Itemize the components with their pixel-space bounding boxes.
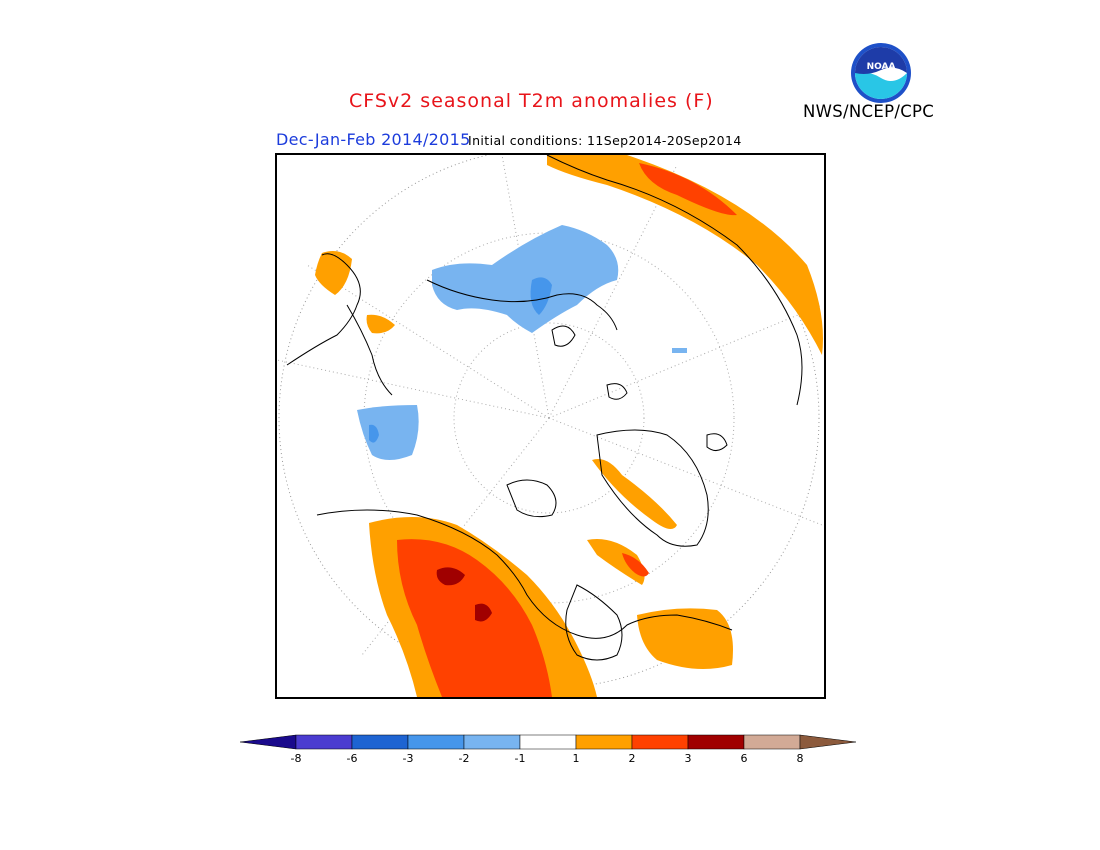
- anomaly-region-siberia: [432, 225, 619, 333]
- colorbar-bin-7: [631, 734, 689, 750]
- anomaly-region-atlantic-blue: [357, 405, 419, 460]
- colorbar-tick-label: 8: [796, 752, 804, 765]
- anomaly-region-atlantic-blue-core: [369, 424, 379, 443]
- colorbar-bin-4: [463, 734, 521, 750]
- domain-circle: [278, 155, 820, 689]
- coastlines: [286, 155, 803, 661]
- anomaly-region-europe-west: [315, 251, 352, 295]
- latitude-circle-75: [453, 322, 645, 514]
- coastline-europe: [286, 253, 361, 366]
- agency-label: NWS/NCEP/CPC: [803, 102, 935, 121]
- colorbar-tick-label: -8: [290, 752, 302, 765]
- anomaly-region-siberia-core: [530, 277, 552, 315]
- colorbar-tick-label: 1: [572, 752, 580, 765]
- anomaly-region-europe-east: [366, 314, 395, 334]
- anomaly-fills: [315, 155, 823, 697]
- coastline-svalbard: [606, 383, 628, 400]
- colorbar-tick-label: 6: [740, 752, 748, 765]
- colorbar-tick-label: -6: [346, 752, 358, 765]
- anomaly-region-baffin: [587, 539, 645, 585]
- meridians: [277, 155, 823, 656]
- colorbar-bin-1: [295, 734, 353, 750]
- coastline-hudson: [565, 584, 623, 661]
- anomaly-region-asia-east-core: [639, 163, 737, 216]
- coastline-greenland: [596, 429, 709, 547]
- anomaly-region-north-america-red: [397, 539, 552, 697]
- anomaly-region-labrador: [637, 608, 733, 669]
- coastline-novaya: [551, 325, 576, 347]
- period-label: Dec-Jan-Feb 2014/2015: [276, 130, 471, 149]
- coastline-iceland: [706, 433, 728, 451]
- anomaly-region-north-america-core-2: [475, 603, 492, 622]
- colorbar: [239, 734, 857, 750]
- colorbar-bin-5: [519, 734, 577, 750]
- anomaly-region-north-america-core-1: [436, 567, 465, 586]
- coastline-arctic-islands: [506, 479, 557, 518]
- colorbar-bin-3: [407, 734, 465, 750]
- coastline-asia: [546, 155, 803, 406]
- colorbar-bin-0: [239, 734, 297, 750]
- colorbar-bin-9: [743, 734, 801, 750]
- colorbar-bin-10: [799, 734, 857, 750]
- anomaly-region-small-blue: [672, 348, 687, 353]
- colorbar-bin-8: [687, 734, 745, 750]
- colorbar-bin-2: [351, 734, 409, 750]
- coastline-scandinavia: [346, 304, 393, 396]
- colorbar-tick-label: -2: [458, 752, 470, 765]
- polar-map: [277, 155, 823, 697]
- colorbar-tick-label: -3: [402, 752, 414, 765]
- colorbar-bin-6: [575, 734, 633, 750]
- colorbar-tick-label: -1: [514, 752, 526, 765]
- chart-title: CFSv2 seasonal T2m anomalies (F): [349, 90, 714, 112]
- colorbar-tick-label: 3: [684, 752, 692, 765]
- logo-text: NOAA: [867, 62, 896, 72]
- initial-conditions-label: Initial conditions: 11Sep2014-20Sep2014: [468, 133, 742, 148]
- map-frame: [275, 153, 826, 699]
- coastline-north-america: [316, 509, 733, 639]
- coastline-siberia: [426, 279, 618, 331]
- anomaly-region-greenland-strip: [592, 459, 677, 529]
- colorbar-tick-label: 2: [628, 752, 636, 765]
- noaa-logo-icon: NOAA: [851, 43, 911, 103]
- anomaly-region-baffin-red: [622, 553, 649, 577]
